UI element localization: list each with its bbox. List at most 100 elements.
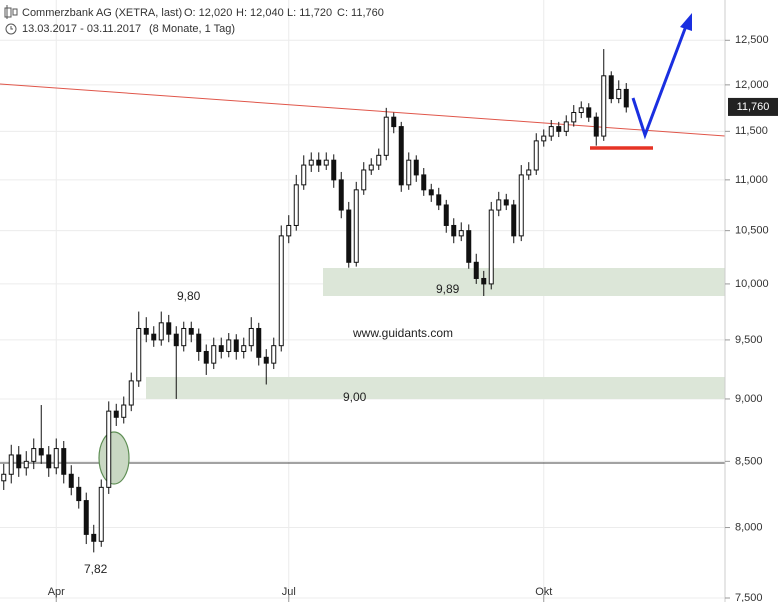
candle-body [121, 404, 127, 418]
candle-body [316, 159, 322, 166]
candle-body [533, 140, 539, 171]
candle-body [361, 169, 367, 191]
candle-body [353, 189, 359, 263]
candle-body [16, 454, 22, 469]
annotation: 9,89 [436, 282, 460, 296]
y-tick-label: 9,000 [735, 393, 763, 405]
candle-body [158, 322, 164, 341]
quote-low: L: 11,720 [287, 7, 332, 19]
candle-body [91, 533, 97, 542]
y-tick-label: 10,500 [735, 225, 769, 237]
quote-close: C: 11,760 [337, 7, 384, 19]
candle-body [196, 333, 202, 352]
candle-body [23, 460, 29, 469]
candle-body [578, 107, 584, 114]
x-tick-label: Jul [282, 586, 296, 598]
candle-body [38, 448, 44, 456]
candle-body [271, 345, 277, 364]
candle-body [241, 345, 247, 352]
y-tick-label: 11,500 [735, 125, 768, 137]
candle-body [83, 500, 89, 535]
candle-body [451, 224, 457, 237]
candle-body [181, 327, 187, 347]
candle-body [398, 126, 404, 186]
candle-body [556, 126, 562, 132]
x-tick-label: Okt [535, 586, 552, 598]
annotation: 7,82 [84, 562, 108, 576]
candle-body [8, 454, 14, 475]
candle-body [293, 184, 299, 226]
candle-body [586, 107, 592, 118]
candle-body [31, 448, 37, 462]
candle-body [263, 356, 269, 364]
candle-body [601, 75, 607, 137]
candle-body [143, 327, 149, 335]
candle-body [346, 209, 352, 263]
candle-body [488, 209, 494, 285]
candle-body [203, 350, 209, 364]
candle-body [458, 230, 464, 237]
candle-body [248, 327, 254, 347]
y-tick-label: 9,500 [735, 334, 763, 346]
y-tick-label: 8,000 [735, 521, 763, 533]
watermark: www.guidants.com [352, 326, 453, 340]
y-tick-label: 8,500 [735, 455, 763, 467]
candle-body [278, 235, 284, 347]
candle-body [593, 116, 599, 137]
candle-body [233, 339, 239, 352]
candle-body [623, 88, 629, 108]
candle-body [518, 174, 524, 237]
candle-body [308, 159, 314, 166]
candle-body [376, 154, 382, 166]
candle-body [46, 454, 52, 469]
candle-body [113, 410, 119, 418]
candle-body [256, 327, 262, 358]
quote-high: H: 12,040 [236, 7, 284, 19]
candle-body [616, 88, 622, 100]
candle-body [391, 116, 397, 128]
candle-body [526, 169, 532, 176]
support-zone [323, 268, 725, 296]
candle-body [98, 486, 104, 542]
candle-body [466, 230, 472, 263]
x-tick-label: Apr [48, 586, 65, 598]
candle-body [541, 135, 547, 142]
clock-hand [10, 26, 13, 30]
candle-body [443, 204, 449, 226]
candle-body [406, 159, 412, 186]
price-tag [728, 97, 778, 116]
candle-body [128, 380, 134, 406]
candles [1, 49, 629, 553]
period: (8 Monate, 1 Tag) [149, 23, 235, 35]
y-tick-label: 11,000 [735, 174, 768, 186]
candle-body [421, 174, 427, 191]
price-tag-label: 11,760 [737, 101, 770, 113]
support-zone [146, 377, 725, 399]
candle-body [436, 194, 442, 206]
y-tick-label: 7,500 [735, 592, 763, 602]
y-tick-label: 10,000 [735, 278, 769, 290]
candle-body [563, 121, 569, 132]
clock-icon [5, 23, 17, 35]
projection-arrow [631, 25, 688, 140]
candle-body [188, 327, 194, 335]
candle-body [61, 448, 67, 475]
marker-ellipse [98, 431, 130, 485]
candle-body [428, 189, 434, 196]
candle-body [608, 75, 614, 100]
candle-body [301, 164, 307, 186]
quote-open: O: 12,020 [184, 7, 232, 19]
candle-body [571, 112, 577, 123]
annotation: 9,00 [343, 390, 367, 404]
candle-body [136, 327, 142, 382]
candle-body [548, 126, 554, 137]
candle-body [323, 159, 329, 166]
candle-body [503, 199, 509, 206]
candle-body [173, 333, 179, 347]
candle-body [368, 164, 374, 171]
candle-body [473, 261, 479, 279]
candle-body [68, 473, 74, 488]
candle-body [383, 116, 389, 156]
candle-body [331, 159, 337, 181]
candle-body [511, 204, 517, 237]
